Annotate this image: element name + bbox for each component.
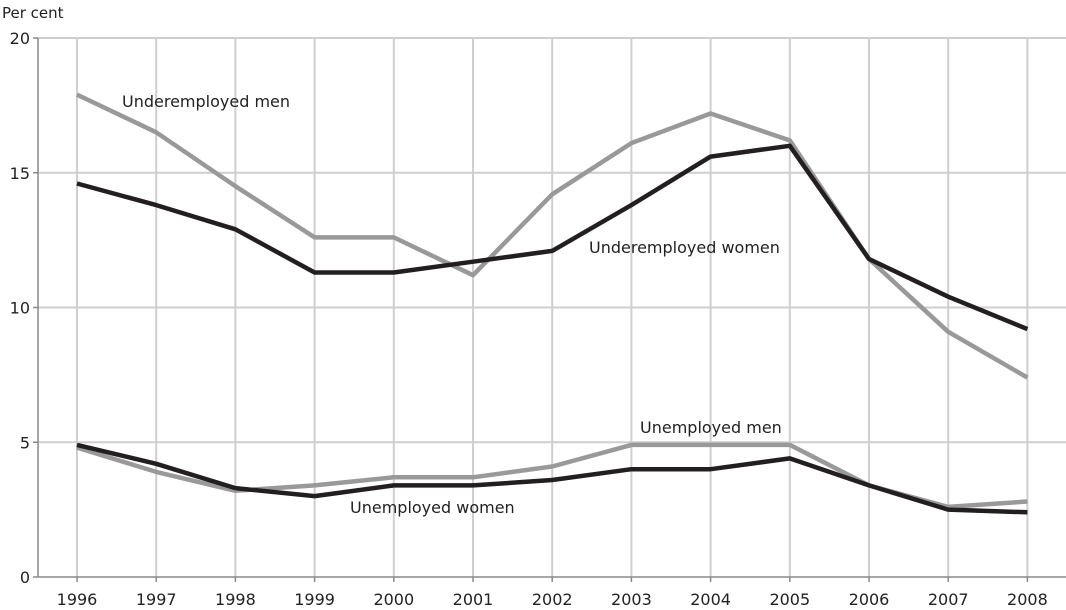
x-tick-label: 2000 (373, 590, 414, 609)
y-tick-label: 10 (10, 299, 30, 318)
series-line-underemployed-women (76, 143, 1029, 332)
x-tick-label: 2002 (532, 590, 573, 609)
y-tick-label: 20 (10, 29, 30, 48)
axes (33, 37, 1066, 582)
tick-labels: 0 5 10 15 20 1996 1997 1998 1999 2000 2001 2002 2003… (10, 29, 1048, 609)
x-tick-label: 1997 (136, 590, 177, 609)
y-axis-unit-label: Per cent (2, 4, 64, 22)
x-tick-label: 2006 (849, 590, 890, 609)
x-tick-label: 2003 (611, 590, 652, 609)
grid (38, 37, 1066, 577)
series-label-underemployed-men: Underemployed men (122, 92, 290, 111)
x-tick-label: 1999 (294, 590, 335, 609)
series-line-unemployed-women (76, 442, 1028, 515)
x-tick-label: 1998 (215, 590, 256, 609)
y-tick-label: 0 (20, 568, 30, 587)
series-lines (76, 92, 1029, 515)
x-tick-label: 1996 (57, 590, 98, 609)
y-tick-label: 15 (10, 164, 30, 183)
x-tick-label: 2001 (453, 590, 494, 609)
x-tick-label: 2008 (1007, 590, 1048, 609)
x-tick-label: 2007 (928, 590, 969, 609)
x-tick-label: 2005 (769, 590, 810, 609)
x-tick-label: 2004 (690, 590, 731, 609)
y-tick-label: 5 (20, 433, 30, 452)
series-label-unemployed-men: Unemployed men (640, 418, 782, 437)
series-label-unemployed-women: Unemployed women (350, 498, 515, 517)
series-label-underemployed-women: Underemployed women (589, 238, 780, 257)
